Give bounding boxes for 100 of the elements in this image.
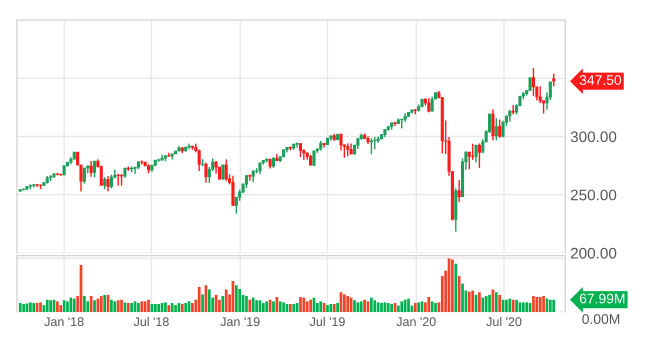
bar [18,302,22,312]
bar [278,301,282,312]
bar [458,276,461,312]
bar [350,298,352,312]
candlestick [346,142,350,157]
bar [296,302,298,312]
candlestick [309,154,312,166]
candlestick [427,97,430,114]
bar [488,294,491,312]
bar [191,302,194,312]
bar [188,301,190,312]
bar [52,300,56,312]
bar [180,304,184,312]
bar [343,294,346,312]
bar [454,264,458,312]
candlestick [491,108,494,142]
bar [252,298,255,312]
bar [72,298,76,312]
bar [255,300,258,312]
text: 347.50 [580,75,622,85]
bar [265,301,268,312]
bar [198,286,201,312]
candlestick [120,173,124,186]
bar [468,292,471,312]
candlestick [474,144,478,164]
bar [174,305,177,312]
candlestick [528,76,532,92]
candlestick [82,166,86,184]
text: 0.00M [582,314,620,324]
bar [518,302,522,312]
bar [96,298,100,312]
bar [512,300,515,312]
candlestick [244,174,248,189]
bar [360,301,363,312]
bar [232,280,234,312]
bar [492,290,494,312]
bar [80,264,82,312]
bar [56,301,59,312]
bar [178,302,180,312]
bar [326,305,329,312]
bar [130,302,134,312]
bar [552,300,556,312]
bar [312,298,316,312]
bar [164,302,167,312]
bar [248,300,252,312]
bar [150,304,154,312]
candlestick [110,174,113,190]
bar [59,305,62,312]
bar [110,300,113,312]
bar [376,302,380,312]
bar [234,285,238,312]
bar [292,304,296,312]
bar [224,290,228,312]
bar [93,300,96,312]
bar [160,302,164,312]
bar [494,292,498,312]
bar [420,301,424,312]
bar [404,300,406,312]
candlestick [370,138,373,155]
bar [528,302,532,312]
bar [522,302,525,312]
bar [363,300,366,312]
bar [282,302,285,312]
bar [134,301,136,312]
candlestick [512,104,515,116]
bar [535,297,538,312]
bar [70,298,72,312]
x-tick-label: Jul '20 [486,316,522,326]
bar [221,296,224,312]
bar [29,302,32,312]
bar [484,296,488,312]
bar [204,285,208,312]
bar [384,302,386,312]
candlestick [373,136,376,150]
bar [268,300,272,312]
candlestick [552,72,556,88]
candlestick [532,67,535,97]
bar [306,301,309,312]
bar [478,292,481,312]
candlestick [103,176,106,190]
bar [336,302,339,312]
bar [39,302,42,312]
candlestick [224,158,228,182]
bar [427,297,430,312]
bar [124,302,126,312]
candlestick [123,167,126,178]
bar [322,302,326,312]
candlestick [319,140,322,152]
bar [370,298,373,312]
candlestick [498,118,502,138]
bar [289,304,292,312]
bar [353,300,356,312]
bar [302,298,306,312]
bar [508,298,512,312]
bar [414,302,417,312]
bar [26,304,28,312]
bar [46,300,49,312]
bar [532,296,535,312]
bar [407,298,410,312]
bar [448,258,450,312]
